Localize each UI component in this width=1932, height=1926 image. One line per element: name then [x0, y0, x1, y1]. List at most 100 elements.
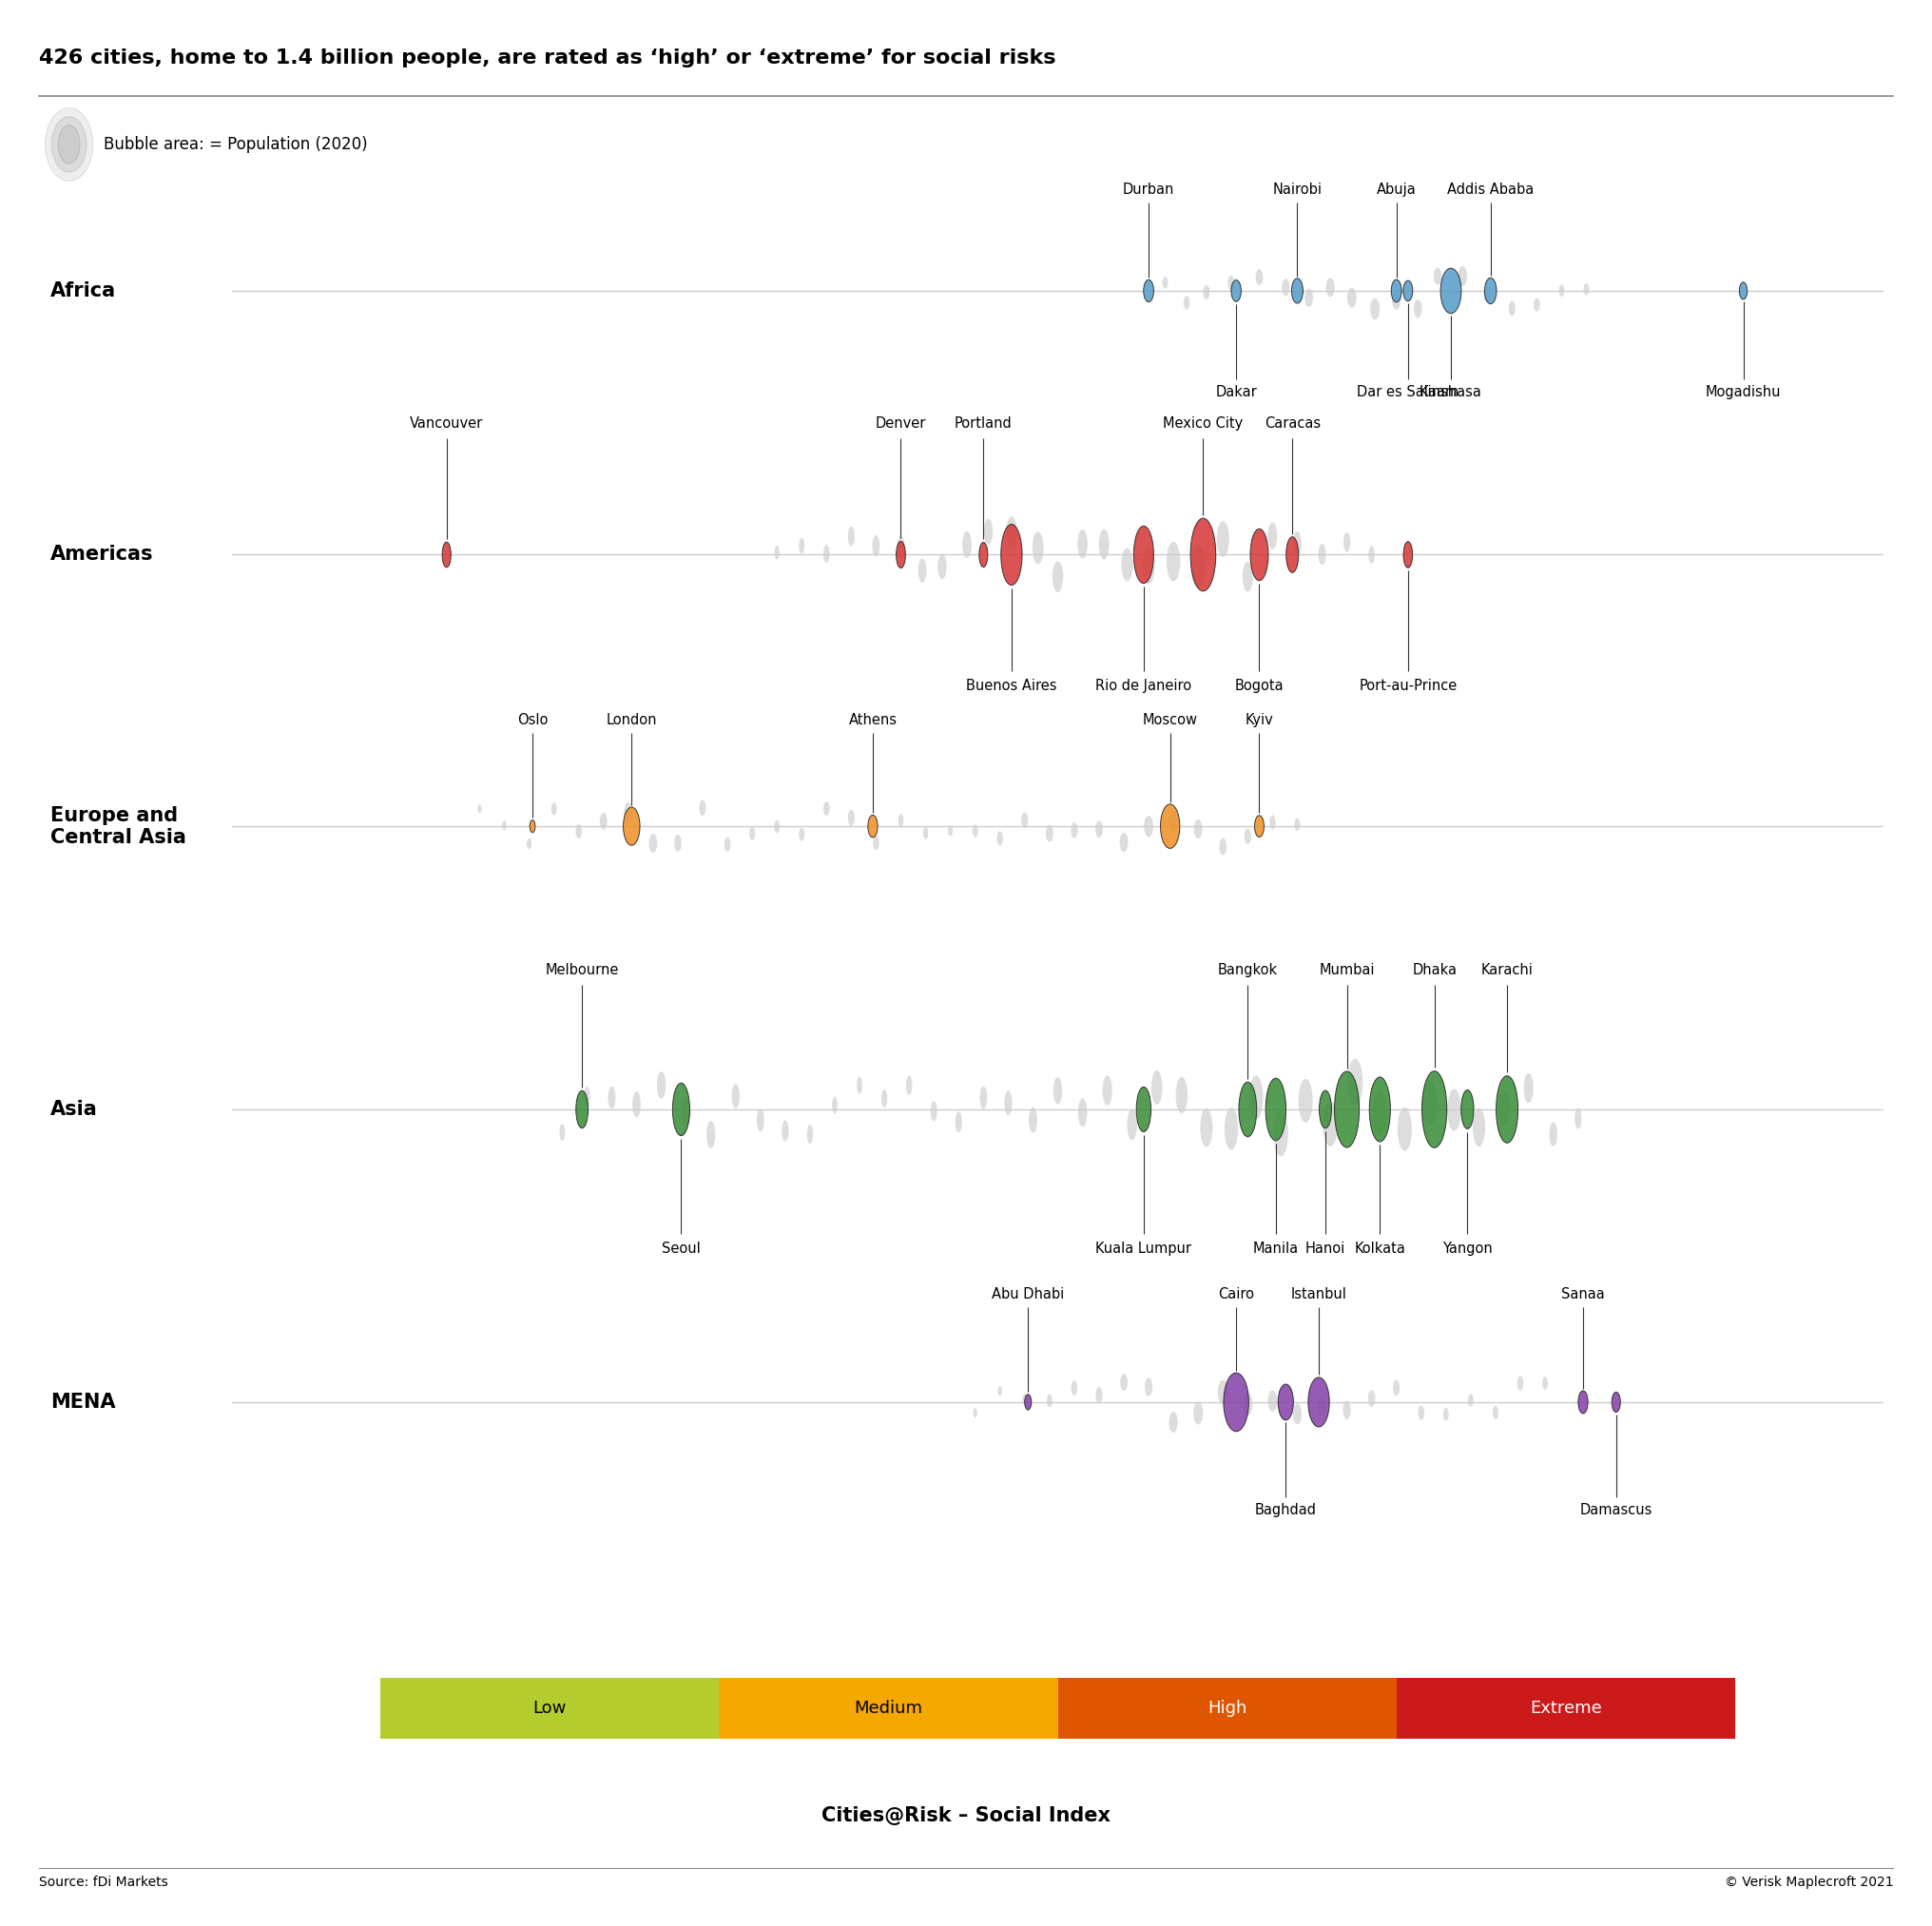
Text: Denver: Denver	[875, 416, 925, 431]
Text: Europe and
Central Asia: Europe and Central Asia	[50, 805, 185, 847]
Ellipse shape	[1028, 1107, 1037, 1132]
Ellipse shape	[1391, 291, 1401, 310]
Ellipse shape	[775, 820, 781, 832]
Ellipse shape	[823, 801, 829, 817]
Ellipse shape	[1161, 805, 1180, 847]
Ellipse shape	[856, 1077, 862, 1094]
Ellipse shape	[1194, 819, 1202, 838]
Text: Rio de Janeiro: Rio de Janeiro	[1095, 678, 1192, 693]
Ellipse shape	[1103, 1075, 1113, 1106]
Text: Africa: Africa	[50, 281, 116, 300]
Text: Low: Low	[533, 1701, 566, 1716]
Ellipse shape	[674, 834, 682, 851]
Text: Moscow: Moscow	[1142, 713, 1198, 728]
Text: Dar es Salaam: Dar es Salaam	[1356, 385, 1459, 399]
Ellipse shape	[477, 803, 481, 813]
Text: Kolkata: Kolkata	[1354, 1242, 1405, 1256]
Ellipse shape	[1308, 1377, 1329, 1427]
Ellipse shape	[1136, 1086, 1151, 1132]
Ellipse shape	[1024, 1394, 1032, 1410]
Ellipse shape	[672, 1082, 690, 1136]
Text: Source: fDi Markets: Source: fDi Markets	[39, 1876, 168, 1889]
Ellipse shape	[800, 537, 804, 555]
Ellipse shape	[1250, 530, 1267, 580]
Ellipse shape	[58, 125, 79, 164]
Ellipse shape	[1468, 1394, 1474, 1406]
Text: Asia: Asia	[50, 1100, 97, 1119]
Ellipse shape	[1418, 1406, 1424, 1419]
Text: Extreme: Extreme	[1530, 1701, 1602, 1716]
Ellipse shape	[1393, 1379, 1401, 1396]
Ellipse shape	[1267, 1391, 1277, 1412]
Bar	[381, 1678, 719, 1739]
Ellipse shape	[1223, 1373, 1248, 1431]
Ellipse shape	[699, 799, 705, 815]
Ellipse shape	[949, 824, 952, 836]
Ellipse shape	[937, 555, 947, 580]
Ellipse shape	[1200, 1109, 1213, 1146]
Ellipse shape	[1022, 813, 1028, 828]
Ellipse shape	[1325, 277, 1335, 297]
Ellipse shape	[1549, 1123, 1557, 1146]
Ellipse shape	[624, 803, 632, 822]
Ellipse shape	[527, 838, 531, 849]
Text: Sanaa: Sanaa	[1561, 1287, 1605, 1302]
Ellipse shape	[1287, 537, 1298, 572]
Ellipse shape	[1304, 289, 1314, 306]
Ellipse shape	[1493, 1406, 1499, 1419]
Ellipse shape	[1134, 526, 1153, 584]
Ellipse shape	[1497, 1090, 1509, 1125]
Ellipse shape	[1265, 1079, 1287, 1140]
Ellipse shape	[1517, 1375, 1524, 1391]
Ellipse shape	[980, 543, 987, 566]
Text: Caracas: Caracas	[1264, 416, 1320, 431]
Ellipse shape	[972, 824, 978, 838]
Bar	[719, 1678, 1059, 1739]
Ellipse shape	[1434, 268, 1441, 285]
Ellipse shape	[1397, 1107, 1412, 1152]
Text: Americas: Americas	[50, 545, 153, 564]
Ellipse shape	[873, 535, 879, 557]
Text: Mumbai: Mumbai	[1320, 963, 1376, 976]
Ellipse shape	[1347, 1059, 1362, 1106]
Text: 426 cities, home to 1.4 billion people, are rated as ‘high’ or ‘extreme’ for soc: 426 cities, home to 1.4 billion people, …	[39, 48, 1055, 67]
Ellipse shape	[881, 1090, 887, 1107]
Ellipse shape	[896, 535, 904, 559]
Text: Port-au-Prince: Port-au-Prince	[1358, 678, 1457, 693]
Ellipse shape	[1169, 1412, 1179, 1433]
Ellipse shape	[1298, 1079, 1312, 1123]
Ellipse shape	[1256, 270, 1264, 285]
Ellipse shape	[1095, 1387, 1103, 1402]
Ellipse shape	[873, 836, 879, 849]
Ellipse shape	[576, 1090, 587, 1129]
Ellipse shape	[1509, 300, 1515, 316]
Ellipse shape	[442, 541, 450, 568]
Text: Vancouver: Vancouver	[410, 416, 483, 431]
Ellipse shape	[1484, 287, 1492, 302]
Text: Bogota: Bogota	[1235, 678, 1285, 693]
Text: Istanbul: Istanbul	[1291, 1287, 1347, 1302]
Text: Portland: Portland	[954, 416, 1012, 431]
Ellipse shape	[918, 559, 927, 584]
Ellipse shape	[923, 826, 927, 840]
Text: Damascus: Damascus	[1580, 1502, 1652, 1518]
Ellipse shape	[1267, 522, 1277, 549]
Ellipse shape	[1495, 1077, 1519, 1142]
Ellipse shape	[1524, 1073, 1534, 1104]
Ellipse shape	[1144, 1377, 1153, 1396]
Text: High: High	[1208, 1701, 1246, 1716]
Ellipse shape	[609, 1086, 616, 1109]
Ellipse shape	[1126, 1109, 1138, 1140]
Ellipse shape	[52, 117, 87, 171]
Text: Hanoi: Hanoi	[1306, 1242, 1345, 1256]
Ellipse shape	[848, 811, 854, 826]
Ellipse shape	[1293, 279, 1302, 302]
Ellipse shape	[1142, 547, 1155, 584]
Ellipse shape	[1294, 819, 1300, 830]
Ellipse shape	[1121, 1373, 1128, 1391]
Ellipse shape	[1248, 1075, 1264, 1119]
Text: Seoul: Seoul	[663, 1242, 701, 1256]
Ellipse shape	[775, 545, 779, 559]
Ellipse shape	[1225, 1107, 1238, 1150]
Ellipse shape	[1047, 1394, 1053, 1408]
